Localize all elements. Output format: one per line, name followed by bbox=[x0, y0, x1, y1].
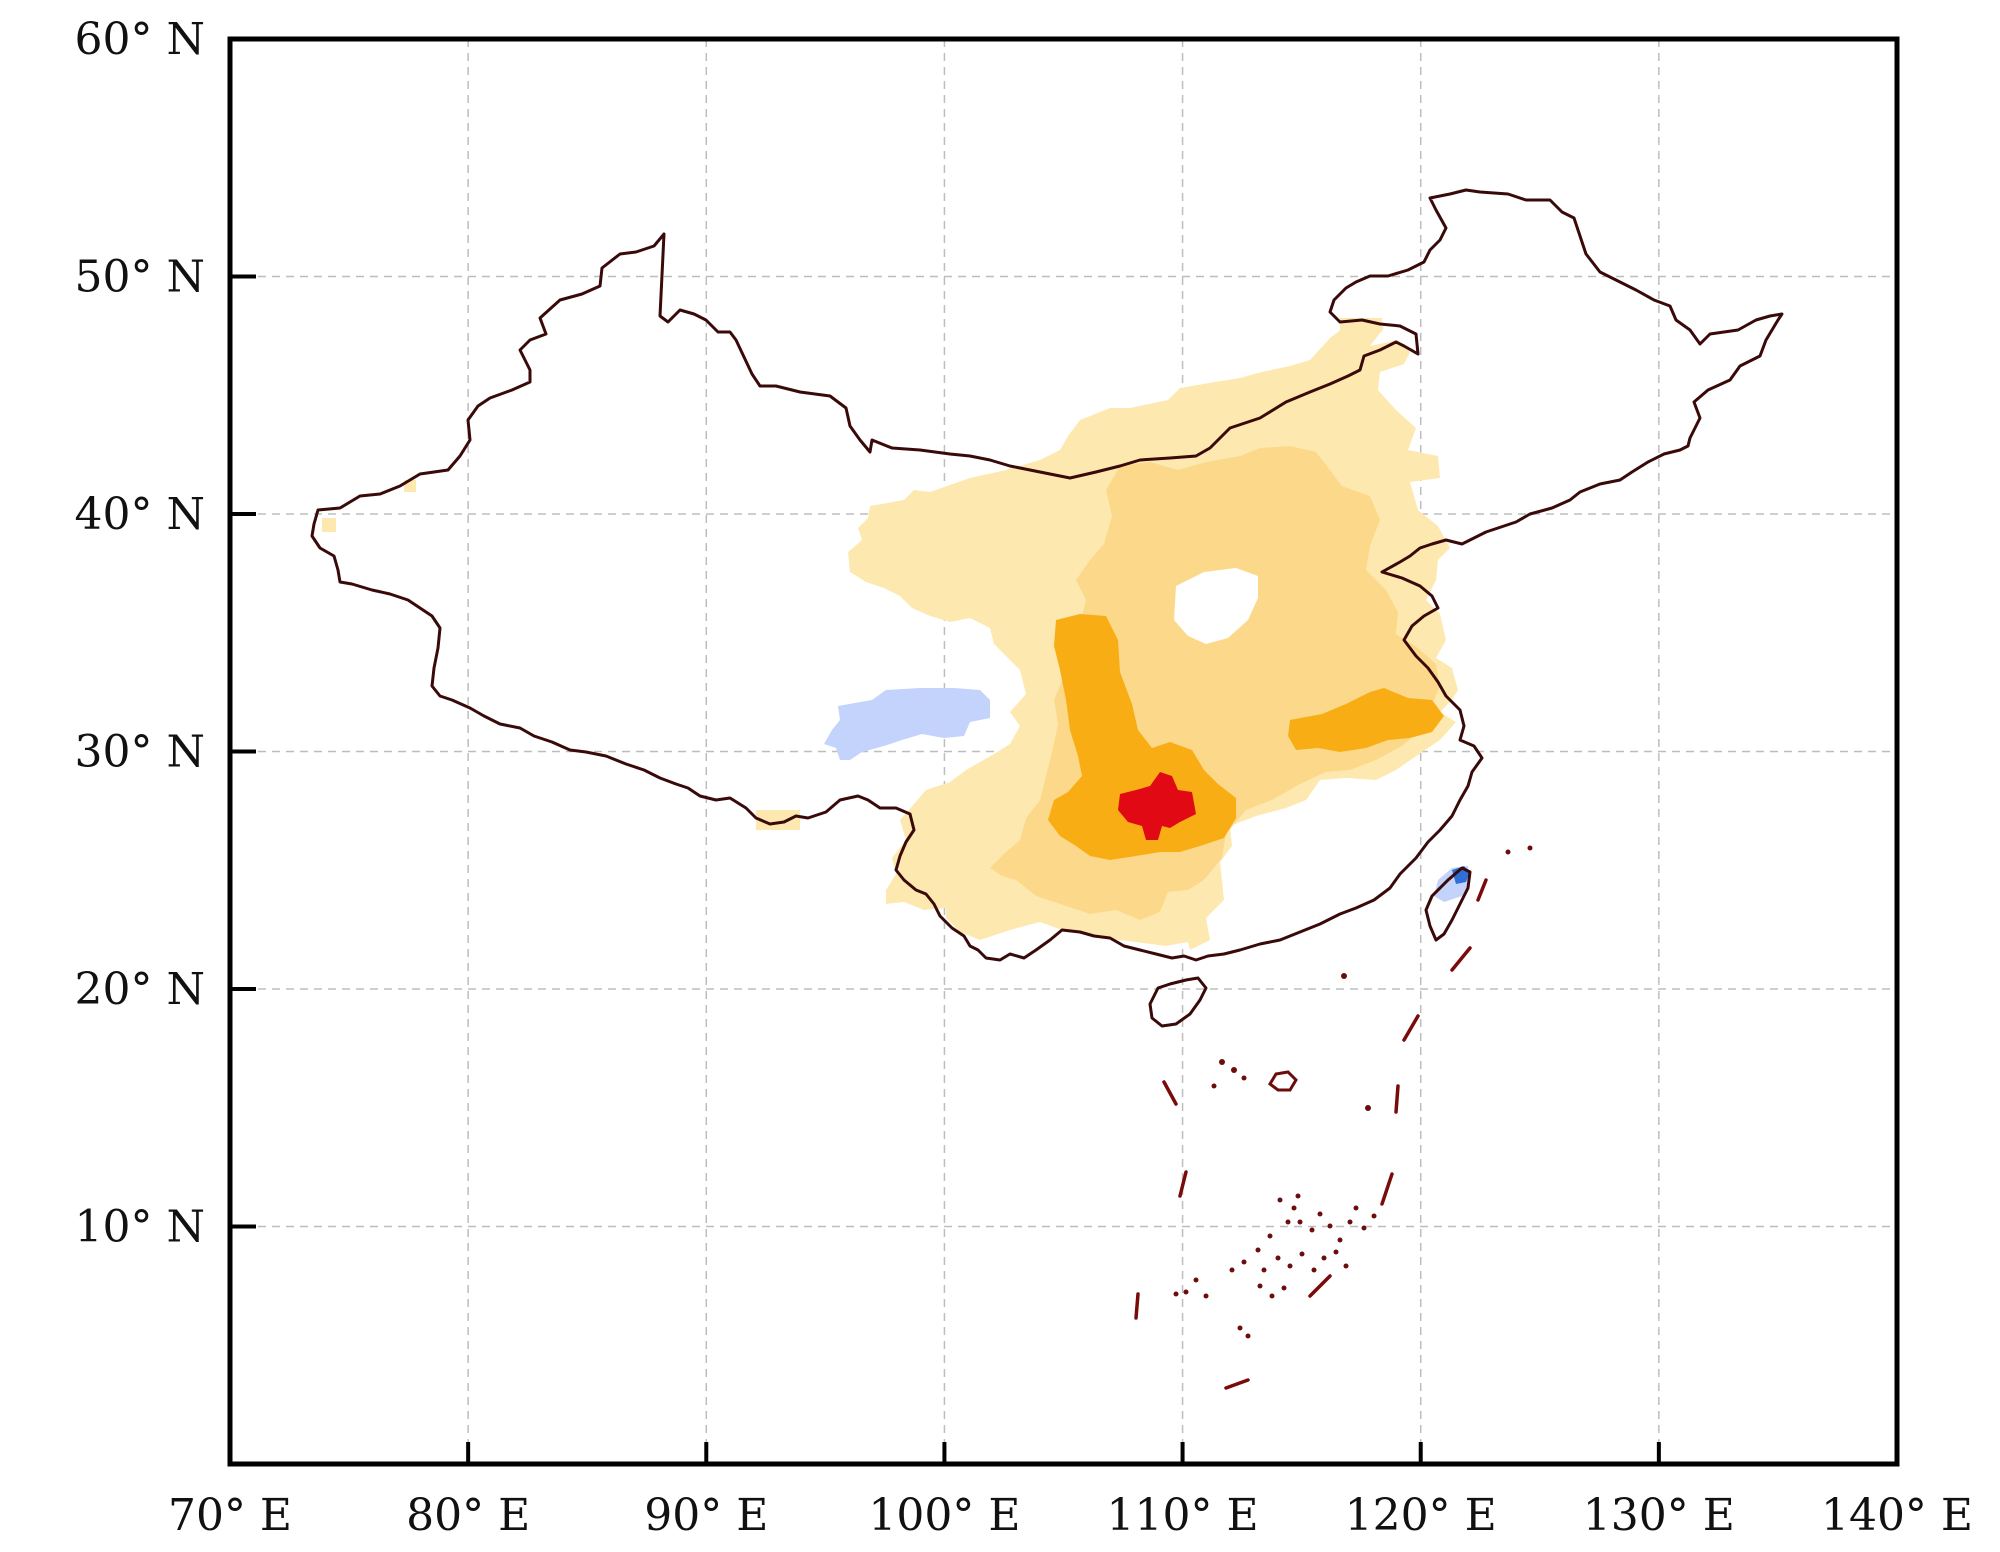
x-tick-label: 130° E bbox=[1583, 1490, 1735, 1541]
hainan-border bbox=[1148, 976, 1208, 1028]
dash-line bbox=[1450, 946, 1472, 972]
dash-line bbox=[1394, 1084, 1400, 1114]
dash-line bbox=[1224, 1378, 1250, 1390]
longitude-ticks: 70° E 80° E 90° E 100° E 110° E 120° E 130° E 1… bbox=[168, 1442, 1973, 1541]
y-tick-label: 30° N bbox=[75, 727, 205, 778]
island-dot bbox=[1505, 849, 1511, 855]
dash-line bbox=[1134, 1292, 1140, 1320]
x-tick-label: 100° E bbox=[868, 1490, 1020, 1541]
y-tick-label: 50° N bbox=[75, 252, 205, 303]
island-dot bbox=[1241, 1075, 1247, 1081]
taiwan-border bbox=[1424, 866, 1472, 942]
x-tick-label: 110° E bbox=[1107, 1490, 1259, 1541]
x-tick-label: 80° E bbox=[406, 1490, 530, 1541]
south-china-sea-islands bbox=[1134, 845, 1533, 1390]
anomaly-field bbox=[322, 318, 1470, 950]
anomaly-region-orange-east bbox=[1288, 688, 1444, 752]
island-dot bbox=[1211, 1083, 1217, 1089]
latitude-ticks: 60° N 50° N 40° N 30° N 20° N 10° N bbox=[75, 14, 256, 1253]
x-tick-label: 70° E bbox=[168, 1490, 292, 1541]
island-dot bbox=[1341, 973, 1347, 979]
y-tick-label: 20° N bbox=[75, 964, 205, 1015]
dash-line bbox=[1476, 878, 1488, 902]
dash-line bbox=[1162, 1080, 1178, 1106]
x-tick-label: 120° E bbox=[1345, 1490, 1497, 1541]
y-tick-label: 60° N bbox=[75, 14, 205, 65]
y-tick-label: 10° N bbox=[75, 1202, 205, 1253]
anomaly-region-light-blue bbox=[824, 688, 990, 760]
anomaly-gap-inner bbox=[1174, 568, 1258, 644]
island-group-spratly bbox=[1173, 1193, 1377, 1339]
x-tick-label: 90° E bbox=[644, 1490, 768, 1541]
dash-line bbox=[1402, 1014, 1420, 1042]
island-dot bbox=[1231, 1067, 1237, 1073]
china-border bbox=[310, 188, 1784, 962]
dash-line bbox=[1380, 1172, 1394, 1206]
y-tick-label: 40° N bbox=[75, 489, 205, 540]
dash-line bbox=[1308, 1274, 1332, 1298]
island-dot bbox=[1365, 1105, 1371, 1111]
island-dot bbox=[1527, 845, 1533, 851]
island-group-paracel bbox=[1268, 1070, 1298, 1092]
country-borders bbox=[310, 188, 1784, 1028]
anomaly-patch-south bbox=[756, 810, 800, 830]
anomaly-patch-west bbox=[322, 518, 336, 532]
dash-line bbox=[1178, 1170, 1188, 1198]
x-tick-label: 140° E bbox=[1821, 1490, 1973, 1541]
island-dot bbox=[1219, 1059, 1225, 1065]
anomaly-region-red bbox=[1118, 772, 1196, 840]
